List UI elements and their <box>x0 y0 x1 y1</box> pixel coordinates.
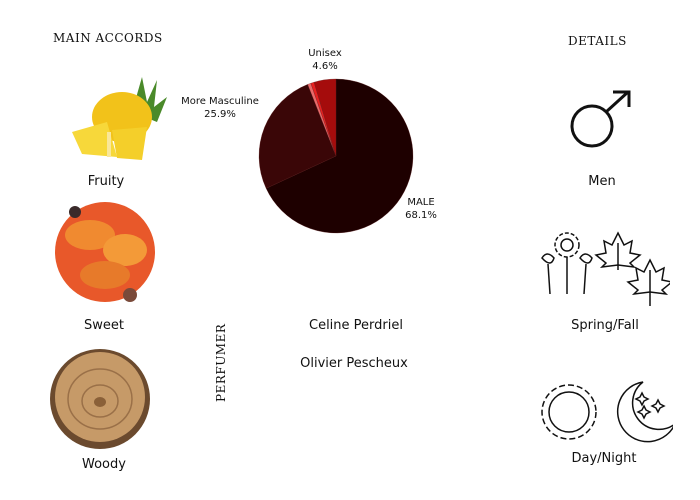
pie-slice-male <box>265 78 414 234</box>
pie-label-unisex-value: 4.6% <box>312 61 338 72</box>
pie-label-male: MALE 68.1% <box>396 196 446 222</box>
dried-fruit-image <box>55 202 155 302</box>
accord-label-woody: Woody <box>82 457 126 472</box>
pie-label-male-value: 68.1% <box>405 210 437 221</box>
pineapple-image <box>72 77 167 160</box>
sun-and-moon-icon <box>541 381 673 443</box>
detail-label-season: Spring/Fall <box>571 318 639 333</box>
detail-label-gender: Men <box>588 174 616 189</box>
details-heading: DETAILS <box>568 34 627 48</box>
pie-slice-unisex <box>313 78 337 157</box>
perfumer-name: Celine Perdriel <box>309 318 403 333</box>
male-symbol-icon <box>570 90 631 148</box>
flowers-and-leaves-icon <box>541 231 670 306</box>
accord-label-sweet: Sweet <box>84 318 124 333</box>
wood-slice-image <box>50 349 150 449</box>
pie-label-more-masculine-value: 25.9% <box>204 109 236 120</box>
pie-label-more-masculine-name: More Masculine <box>181 96 259 107</box>
pie-label-unisex: Unisex 4.6% <box>290 47 360 73</box>
pie-label-unisex-name: Unisex <box>308 48 342 59</box>
main-accords-heading: MAIN ACCORDS <box>53 31 163 45</box>
pie-label-male-name: MALE <box>407 197 435 208</box>
detail-label-time: Day/Night <box>571 451 637 466</box>
pie-label-more-masculine: More Masculine 25.9% <box>170 95 270 121</box>
pie-slice-more-masculine <box>258 84 337 189</box>
accord-label-fruity: Fruity <box>87 174 125 189</box>
perfumer-name: Olivier Pescheux <box>300 356 408 371</box>
